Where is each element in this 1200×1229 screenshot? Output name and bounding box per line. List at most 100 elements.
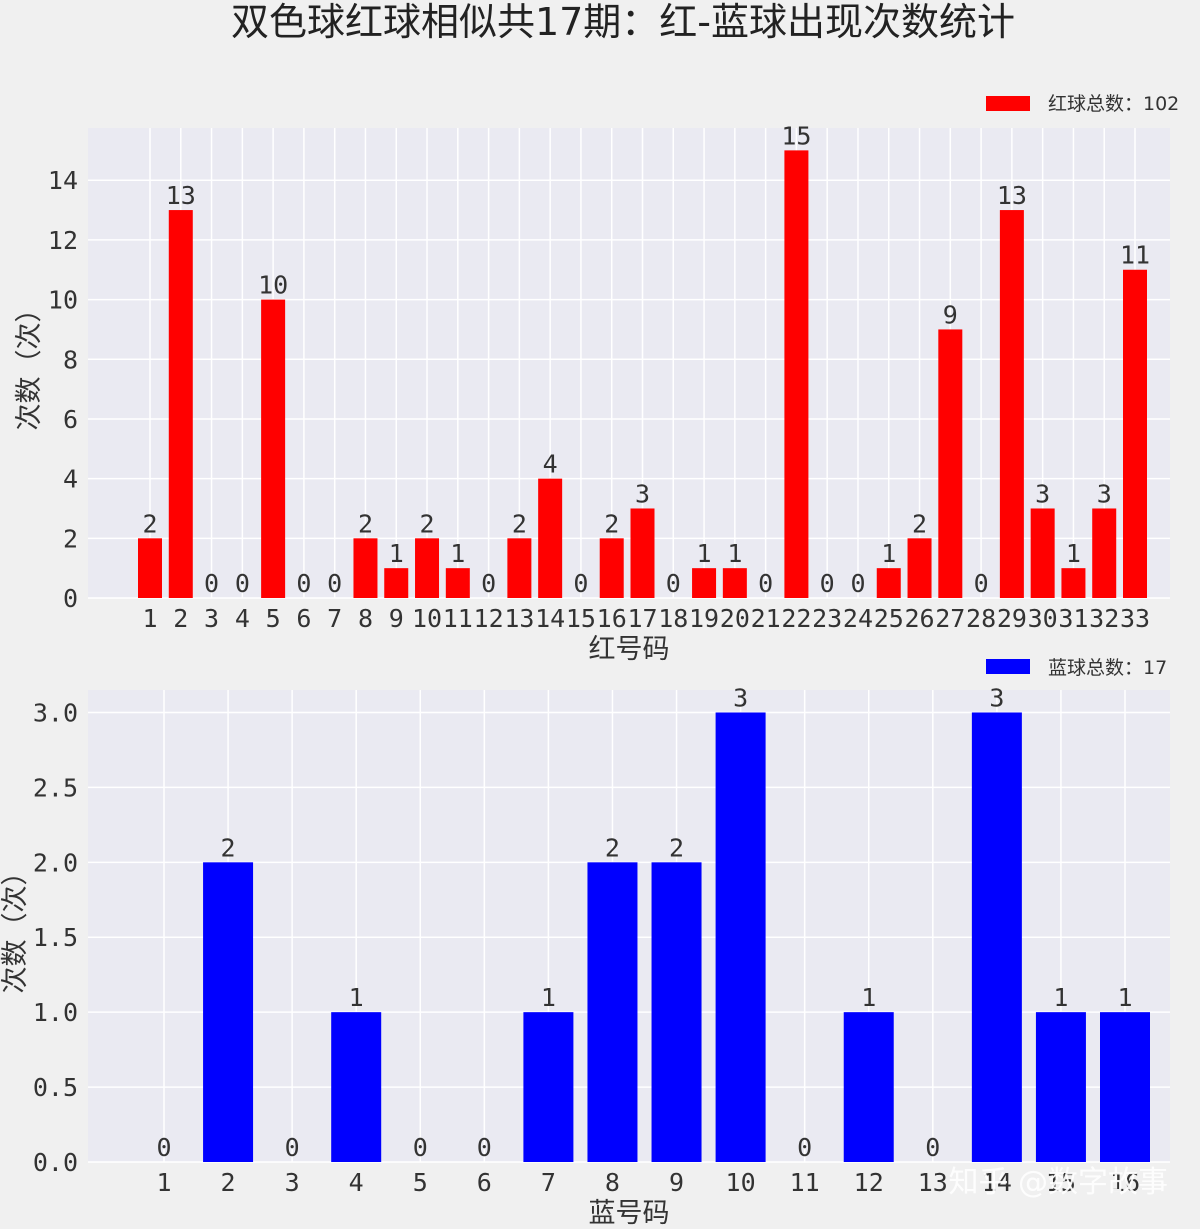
blue-xtick-label: 2: [221, 1168, 236, 1197]
red-ytick-label: 4: [63, 465, 78, 494]
red-bar-29: [999, 210, 1024, 599]
red-xtick-label: 28: [966, 604, 996, 633]
blue-ytick-label: 2.0: [33, 848, 78, 877]
red-bar-value-label: 0: [296, 569, 311, 598]
red-xtick-label: 26: [904, 604, 934, 633]
red-xtick-label: 7: [327, 604, 342, 633]
red-bar-5: [261, 299, 286, 598]
blue-bar-value-label: 1: [541, 983, 556, 1012]
red-xtick-label: 4: [235, 604, 250, 633]
red-xtick-label: 18: [658, 604, 688, 633]
red-bar-value-label: 1: [389, 539, 404, 568]
blue-xtick-label: 10: [726, 1168, 756, 1197]
red-bar-16: [599, 538, 624, 598]
blue-bar-value-label: 2: [221, 833, 236, 862]
red-xtick-label: 16: [597, 604, 627, 633]
red-bar-value-label: 3: [635, 479, 650, 508]
red-xtick-label: 25: [874, 604, 904, 633]
red-bar-value-label: 2: [512, 509, 527, 538]
red-xtick-label: 6: [296, 604, 311, 633]
blue-ytick-label: 0.5: [33, 1073, 78, 1102]
blue-ytick-label: 1.5: [33, 923, 78, 952]
blue-bar-value-label: 0: [477, 1133, 492, 1162]
blue-xtick-label: 14: [982, 1168, 1012, 1197]
red-ytick-label: 10: [48, 286, 78, 315]
red-bar-value-label: 0: [974, 569, 989, 598]
blue-bar-12: [843, 1012, 894, 1162]
blue-xtick-label: 8: [605, 1168, 620, 1197]
red-xtick-label: 31: [1058, 604, 1088, 633]
figure-title: 双色球红球相似共17期：红-蓝球出现次数统计: [231, 0, 1015, 44]
red-xtick-label: 12: [474, 604, 504, 633]
red-ytick-label: 6: [63, 405, 78, 434]
red-bar-value-label: 0: [481, 569, 496, 598]
red-bar-32: [1092, 508, 1117, 598]
red-bar-value-label: 0: [235, 569, 250, 598]
red-bar-value-label: 2: [912, 509, 927, 538]
red-xtick-label: 13: [504, 604, 534, 633]
blue-bar-10: [715, 712, 766, 1162]
red-bar-1: [138, 538, 162, 598]
blue-xtick-label: 5: [413, 1168, 428, 1197]
blue-ytick-label: 3.0: [33, 698, 78, 727]
red-bar-value-label: 1: [881, 539, 896, 568]
blue-bar-7: [523, 1012, 574, 1162]
red-legend-swatch: [986, 96, 1030, 111]
red-bar-30: [1030, 508, 1055, 598]
red-bar-26: [907, 538, 932, 598]
red-bar-value-label: 3: [1035, 479, 1050, 508]
red-bar-value-label: 13: [166, 181, 196, 210]
blue-xtick-label: 16: [1110, 1168, 1140, 1197]
red-bar-10: [415, 538, 440, 598]
red-xtick-label: 10: [412, 604, 442, 633]
red-bar-value-label: 0: [850, 569, 865, 598]
blue-xtick-label: 12: [854, 1168, 884, 1197]
red-xtick-label: 15: [566, 604, 596, 633]
red-bar-value-label: 0: [327, 569, 342, 598]
red-bar-value-label: 1: [450, 539, 465, 568]
red-xtick-label: 21: [751, 604, 781, 633]
red-bar-value-label: 0: [204, 569, 219, 598]
red-xtick-label: 1: [142, 604, 157, 633]
blue-bar-16: [1100, 1012, 1150, 1162]
red-bar-13: [507, 538, 532, 598]
red-xtick-label: 24: [843, 604, 873, 633]
red-bar-19: [692, 568, 717, 598]
red-x-axis-label: 红号码: [589, 634, 670, 665]
red-bar-22: [784, 150, 809, 598]
red-bar-11: [445, 568, 470, 598]
red-bar-33: [1123, 269, 1147, 598]
red-xtick-label: 19: [689, 604, 719, 633]
red-bar-value-label: 0: [758, 569, 773, 598]
blue-bar-2: [203, 862, 254, 1162]
red-bar-14: [538, 478, 563, 598]
red-bar-value-label: 0: [820, 569, 835, 598]
blue-bar-value-label: 2: [669, 833, 684, 862]
red-bar-20: [722, 568, 747, 598]
red-bar-value-label: 1: [697, 539, 712, 568]
red-xtick-label: 9: [389, 604, 404, 633]
red-xtick-label: 17: [627, 604, 657, 633]
blue-bar-value-label: 0: [413, 1133, 428, 1162]
red-bar-value-label: 2: [358, 509, 373, 538]
blue-bar-value-label: 1: [1053, 983, 1068, 1012]
blue-bar-14: [971, 712, 1022, 1162]
blue-ytick-label: 2.5: [33, 773, 78, 802]
blue-xtick-label: 11: [790, 1168, 820, 1197]
red-bar-value-label: 3: [1097, 479, 1112, 508]
blue-bar-4: [331, 1012, 382, 1162]
red-bar-value-label: 0: [666, 569, 681, 598]
blue-bar-value-label: 1: [349, 983, 364, 1012]
red-bar-value-label: 15: [781, 121, 811, 150]
red-y-axis-label: 次数（次）: [14, 296, 45, 431]
red-xtick-label: 20: [720, 604, 750, 633]
red-bar-value-label: 4: [543, 450, 558, 479]
red-bar-value-label: 10: [258, 271, 288, 300]
red-bar-value-label: 1: [1066, 539, 1081, 568]
blue-bar-15: [1035, 1012, 1086, 1162]
blue-xtick-label: 6: [477, 1168, 492, 1197]
red-bar-value-label: 13: [997, 181, 1027, 210]
red-xtick-label: 23: [812, 604, 842, 633]
blue-ytick-label: 1.0: [33, 998, 78, 1027]
blue-legend-swatch: [986, 659, 1030, 674]
